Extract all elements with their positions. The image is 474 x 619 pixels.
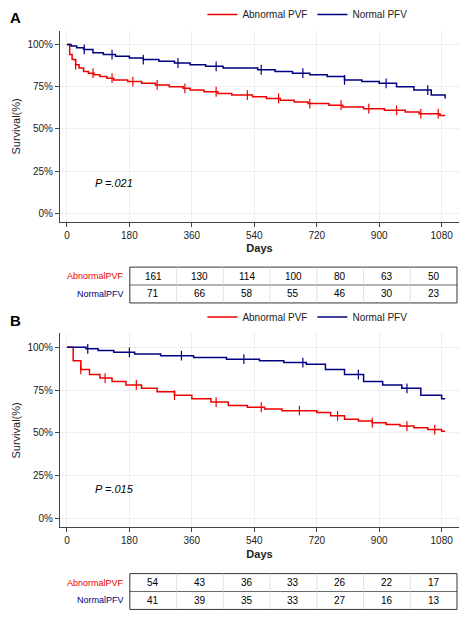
- svg-text:100%: 100%: [27, 39, 53, 50]
- svg-text:43: 43: [194, 577, 206, 588]
- svg-text:27: 27: [334, 595, 346, 606]
- svg-text:P =.021: P =.021: [95, 177, 133, 189]
- svg-text:39: 39: [194, 595, 206, 606]
- svg-text:75%: 75%: [33, 81, 53, 92]
- svg-text:58: 58: [241, 288, 253, 299]
- svg-text:AbnormalPVF: AbnormalPVF: [67, 578, 124, 588]
- svg-text:540: 540: [246, 230, 263, 241]
- svg-text:30: 30: [381, 288, 393, 299]
- svg-text:180: 180: [121, 230, 138, 241]
- svg-text:66: 66: [194, 288, 206, 299]
- svg-text:0%: 0%: [39, 208, 54, 219]
- svg-text:0: 0: [64, 535, 70, 546]
- svg-text:54: 54: [147, 577, 159, 588]
- svg-text:NormalPFV: NormalPFV: [77, 289, 124, 299]
- svg-text:16: 16: [381, 595, 393, 606]
- svg-text:23: 23: [428, 288, 440, 299]
- svg-text:0%: 0%: [39, 513, 54, 524]
- svg-text:50%: 50%: [33, 123, 53, 134]
- svg-text:P =.015: P =.015: [95, 483, 134, 495]
- svg-text:55: 55: [287, 288, 299, 299]
- svg-text:63: 63: [381, 271, 393, 282]
- svg-text:360: 360: [183, 535, 200, 546]
- svg-text:900: 900: [371, 230, 388, 241]
- svg-text:114: 114: [239, 271, 255, 282]
- svg-text:AbnormalPVF: AbnormalPVF: [67, 271, 124, 281]
- svg-text:B: B: [10, 312, 21, 329]
- svg-text:0: 0: [64, 230, 70, 241]
- svg-text:Abnormal PVF: Abnormal PVF: [242, 9, 307, 20]
- svg-text:41: 41: [147, 595, 159, 606]
- svg-text:75%: 75%: [33, 385, 53, 396]
- svg-text:36: 36: [241, 577, 253, 588]
- svg-text:Normal PFV: Normal PFV: [352, 312, 407, 323]
- svg-text:180: 180: [121, 535, 138, 546]
- svg-text:46: 46: [334, 288, 346, 299]
- svg-text:25%: 25%: [33, 470, 53, 481]
- svg-text:360: 360: [183, 230, 200, 241]
- svg-text:50: 50: [428, 271, 440, 282]
- svg-text:100: 100: [285, 271, 302, 282]
- svg-text:100%: 100%: [27, 342, 53, 353]
- svg-text:Abnormal PVF: Abnormal PVF: [242, 312, 307, 323]
- svg-text:540: 540: [246, 535, 263, 546]
- svg-text:130: 130: [191, 271, 208, 282]
- svg-text:Normal PFV: Normal PFV: [352, 9, 407, 20]
- svg-text:NormalPFV: NormalPFV: [77, 595, 124, 605]
- svg-text:26: 26: [334, 577, 346, 588]
- svg-text:33: 33: [287, 577, 299, 588]
- svg-text:720: 720: [308, 230, 325, 241]
- svg-text:25%: 25%: [33, 166, 53, 177]
- svg-text:71: 71: [147, 288, 159, 299]
- svg-text:1080: 1080: [431, 535, 454, 546]
- svg-text:1080: 1080: [431, 230, 454, 241]
- svg-text:Days: Days: [246, 548, 272, 560]
- svg-text:50%: 50%: [33, 427, 53, 438]
- svg-text:80: 80: [334, 271, 346, 282]
- svg-text:Days: Days: [246, 242, 272, 254]
- svg-text:13: 13: [428, 595, 440, 606]
- svg-text:33: 33: [287, 595, 299, 606]
- svg-text:Survival(%): Survival(%): [10, 98, 22, 154]
- svg-text:161: 161: [145, 271, 162, 282]
- svg-text:Survival(%): Survival(%): [10, 402, 22, 458]
- svg-text:720: 720: [308, 535, 325, 546]
- svg-text:22: 22: [381, 577, 393, 588]
- svg-text:900: 900: [371, 535, 388, 546]
- svg-text:17: 17: [428, 577, 440, 588]
- svg-text:35: 35: [241, 595, 253, 606]
- svg-text:A: A: [10, 9, 21, 26]
